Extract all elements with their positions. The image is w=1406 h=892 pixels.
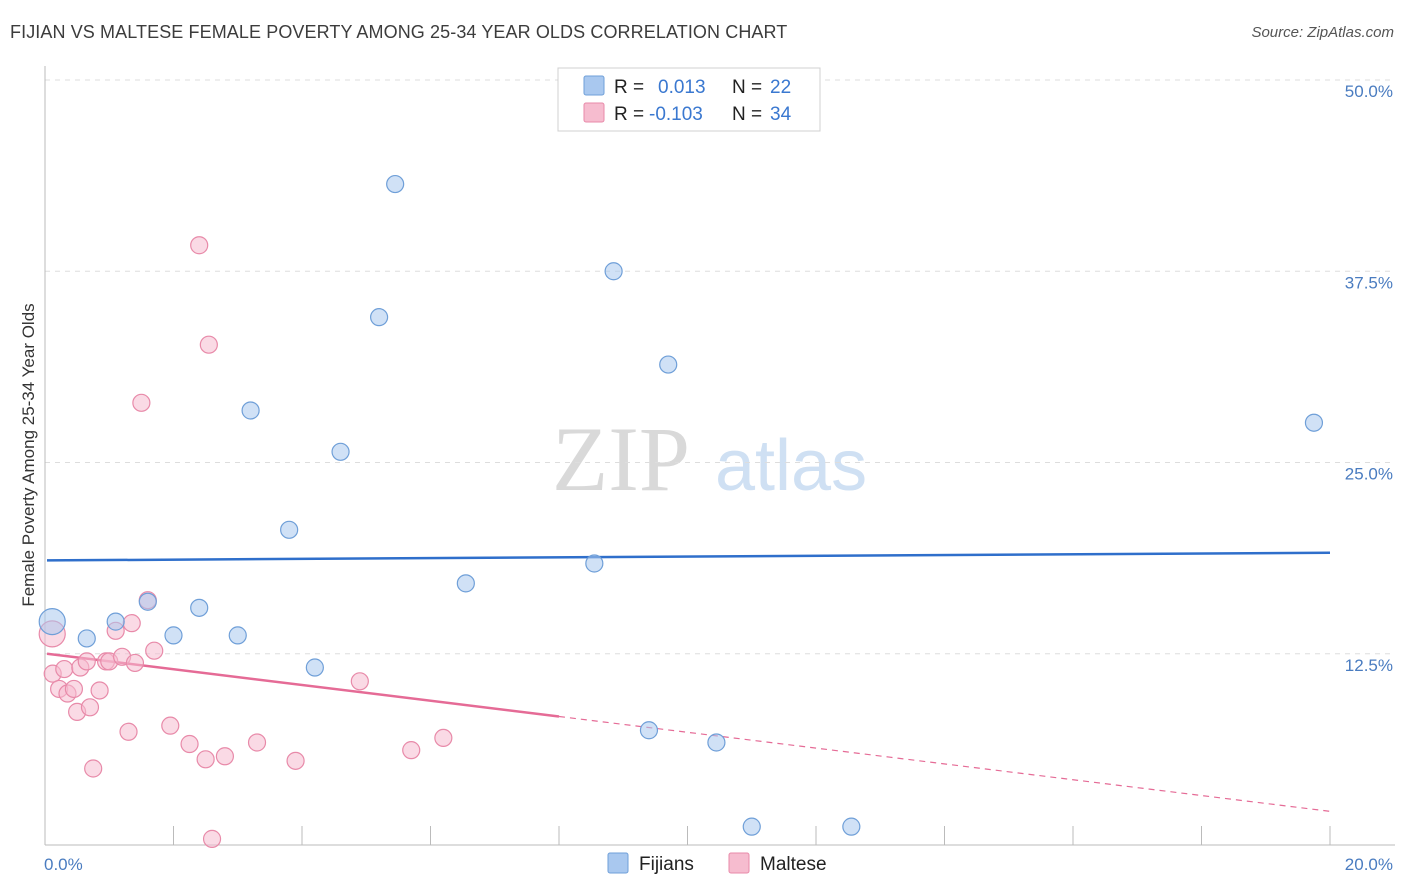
point-fijians-7 bbox=[241, 401, 260, 420]
x-tick-label-1: 20.0% bbox=[1345, 855, 1393, 874]
point-fijians-9 bbox=[305, 658, 324, 677]
point-maltese-3 bbox=[55, 659, 74, 679]
y-tick-label-1: 25.0% bbox=[1345, 465, 1393, 484]
point-fijians-4 bbox=[164, 626, 183, 645]
point-maltese-10 bbox=[84, 759, 103, 778]
point-fijians-14 bbox=[585, 554, 604, 573]
point-fijians-21 bbox=[1304, 413, 1324, 432]
watermark-zip: ZIP bbox=[552, 408, 690, 510]
point-maltese-22 bbox=[161, 716, 180, 735]
y-axis-label: Female Poverty Among 25-34 Year Olds bbox=[19, 303, 38, 606]
trend-lines bbox=[46, 551, 1331, 812]
x-tick-label-0: 0.0% bbox=[44, 855, 83, 874]
legend-fijians-n-label: N = bbox=[732, 77, 762, 98]
source-label: Source: ZipAtlas.com bbox=[1251, 24, 1394, 41]
legend-maltese-r-label: R = bbox=[614, 104, 644, 125]
point-maltese-18 bbox=[125, 653, 145, 673]
point-maltese-21 bbox=[145, 641, 164, 660]
legend-fijians-r-label: R = bbox=[614, 77, 644, 98]
watermark: ZIP atlas bbox=[552, 408, 867, 510]
bottom-legend-fijians: Fijians bbox=[639, 854, 694, 875]
point-maltese-9 bbox=[80, 698, 100, 717]
point-fijians-17 bbox=[659, 355, 678, 374]
y-tick-label-2: 37.5% bbox=[1345, 273, 1393, 292]
point-maltese-28 bbox=[215, 747, 234, 766]
point-maltese-24 bbox=[190, 236, 209, 255]
point-maltese-27 bbox=[202, 829, 222, 848]
bottom-legend: Fijians Maltese bbox=[607, 852, 827, 875]
point-maltese-32 bbox=[402, 741, 421, 760]
legend-fijians-n-value: 22 bbox=[770, 77, 791, 98]
point-fijians-5 bbox=[190, 598, 209, 617]
point-maltese-5 bbox=[64, 679, 84, 699]
point-fijians-3 bbox=[138, 592, 157, 611]
point-fijians-11 bbox=[370, 308, 389, 327]
legend-swatch-fijians bbox=[583, 75, 605, 96]
point-fijians-2 bbox=[106, 612, 125, 631]
y-tick-label-0: 12.5% bbox=[1345, 656, 1393, 675]
legend-swatch-maltese bbox=[583, 102, 605, 123]
bottom-legend-maltese: Maltese bbox=[760, 854, 827, 875]
point-maltese-16 bbox=[119, 722, 138, 741]
point-maltese-19 bbox=[132, 393, 151, 412]
y-tick-label-3: 50.0% bbox=[1345, 82, 1393, 101]
point-maltese-25 bbox=[196, 750, 215, 769]
legend-maltese-n-value: 34 bbox=[770, 104, 792, 125]
point-fijians-15 bbox=[604, 262, 623, 281]
trend-line-fijians bbox=[46, 551, 1331, 562]
point-maltese-29 bbox=[247, 733, 267, 752]
gridlines bbox=[45, 79, 1395, 655]
point-fijians-16 bbox=[639, 721, 659, 740]
watermark-atlas: atlas bbox=[715, 426, 867, 506]
point-fijians-13 bbox=[456, 574, 475, 593]
point-fijians-19 bbox=[742, 817, 761, 836]
bottom-legend-swatch-maltese bbox=[728, 852, 750, 874]
point-fijians-18 bbox=[707, 733, 726, 752]
chart-title: FIJIAN VS MALTESE FEMALE POVERTY AMONG 2… bbox=[10, 22, 788, 42]
data-points bbox=[38, 174, 1324, 848]
point-maltese-33 bbox=[434, 728, 453, 748]
point-maltese-26 bbox=[199, 335, 218, 354]
legend-fijians-r-value: 0.013 bbox=[658, 77, 706, 98]
point-fijians-20 bbox=[842, 817, 861, 836]
point-maltese-11 bbox=[90, 681, 109, 700]
point-fijians-1 bbox=[77, 629, 96, 648]
point-fijians-0 bbox=[38, 608, 66, 636]
tick-labels: 12.5% 25.0% 37.5% 50.0% 0.0% 20.0% bbox=[44, 82, 1393, 874]
legend-maltese-r-value: -0.103 bbox=[649, 104, 703, 125]
trend-line-maltese-extended bbox=[558, 715, 1331, 812]
point-maltese-8 bbox=[77, 652, 96, 671]
point-fijians-8 bbox=[280, 520, 299, 539]
top-legend: R = 0.013 N = 22 R = -0.103 N = 34 bbox=[557, 67, 821, 132]
point-fijians-10 bbox=[331, 442, 350, 461]
point-maltese-31 bbox=[350, 672, 369, 691]
point-maltese-30 bbox=[286, 751, 305, 770]
point-fijians-6 bbox=[228, 626, 247, 645]
axes bbox=[44, 66, 1395, 846]
bottom-legend-swatch-fijians bbox=[607, 852, 629, 874]
point-maltese-17 bbox=[122, 614, 141, 633]
point-maltese-23 bbox=[180, 734, 199, 754]
point-fijians-12 bbox=[386, 174, 405, 194]
legend-maltese-n-label: N = bbox=[732, 104, 762, 125]
